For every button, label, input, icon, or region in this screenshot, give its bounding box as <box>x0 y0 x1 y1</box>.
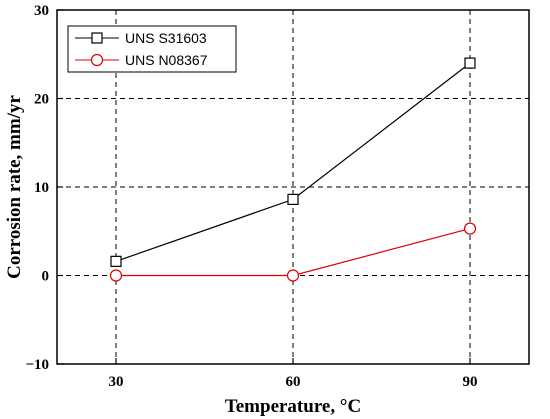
y-axis-title: Corrosion rate, mm/yr <box>4 95 25 279</box>
x-tick-label: 60 <box>286 374 301 390</box>
legend-label-s31603: UNS S31603 <box>125 30 207 46</box>
legend-marker-s31603 <box>91 32 103 44</box>
data-point-circle <box>463 222 477 235</box>
legend: UNS S31603 UNS N08367 <box>67 25 237 73</box>
data-point-circle <box>286 269 300 282</box>
legend-marker-n08367 <box>90 53 104 67</box>
y-tick-label: −10 <box>25 357 49 373</box>
y-tick-label: 0 <box>42 269 50 285</box>
x-axis-title: Temperature, °C <box>225 396 361 417</box>
y-tick-label: 10 <box>34 180 49 196</box>
tick-layer: 30 60 90 −10 0 10 20 30 <box>25 3 477 390</box>
legend-label-n08367: UNS N08367 <box>125 52 208 68</box>
data-point-square <box>287 193 299 205</box>
series-layer <box>109 57 477 282</box>
x-tick-label: 90 <box>463 374 478 390</box>
x-tick-label: 30 <box>109 374 124 390</box>
data-point-square <box>464 57 476 69</box>
y-tick-label: 30 <box>34 3 49 19</box>
data-point-circle <box>109 269 123 282</box>
data-point-square <box>110 255 122 267</box>
y-tick-label: 20 <box>34 92 49 108</box>
